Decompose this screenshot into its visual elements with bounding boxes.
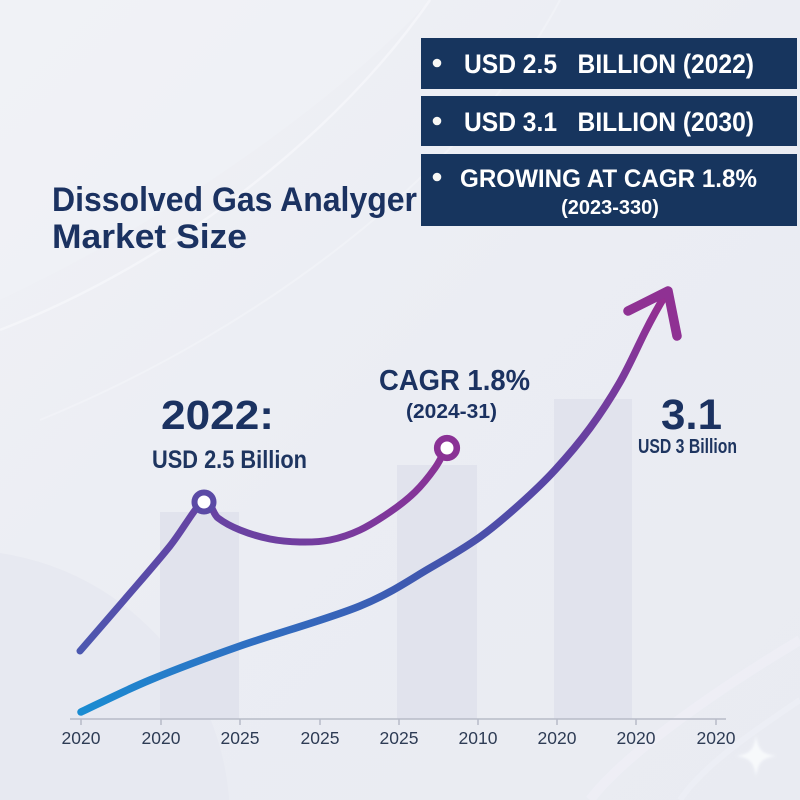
svg-text:2020: 2020: [62, 728, 101, 748]
svg-text:2010: 2010: [459, 728, 498, 748]
svg-text:2025: 2025: [301, 728, 340, 748]
svg-text:Dissolved Gas Analyger: Dissolved Gas Analyger: [52, 181, 417, 219]
svg-text:2025: 2025: [221, 728, 260, 748]
svg-text:3.1: 3.1: [661, 391, 722, 439]
svg-text:2020: 2020: [538, 728, 577, 748]
svg-text:GROWING AT CAGR 1.8%: GROWING AT CAGR 1.8%: [460, 165, 757, 193]
svg-text:USD 3 Billion: USD 3 Billion: [638, 436, 737, 458]
svg-text:Market Size: Market Size: [52, 218, 247, 256]
svg-text:2020: 2020: [142, 728, 181, 748]
svg-text:USD 3.1 BILLION (2030): USD 3.1 BILLION (2030): [464, 107, 754, 137]
svg-text:2025: 2025: [380, 728, 419, 748]
svg-text:USD 2.5 BILLION (2022): USD 2.5 BILLION (2022): [464, 49, 754, 79]
svg-text:(2023-330): (2023-330): [561, 197, 659, 219]
svg-text:USD 2.5 Billion: USD 2.5 Billion: [152, 446, 307, 474]
svg-text:2022:: 2022:: [161, 392, 274, 438]
svg-text:(2024-31): (2024-31): [406, 401, 497, 423]
svg-text:2020: 2020: [617, 728, 656, 748]
svg-text:CAGR 1.8%: CAGR 1.8%: [379, 365, 530, 397]
svg-text:2020: 2020: [697, 728, 736, 748]
